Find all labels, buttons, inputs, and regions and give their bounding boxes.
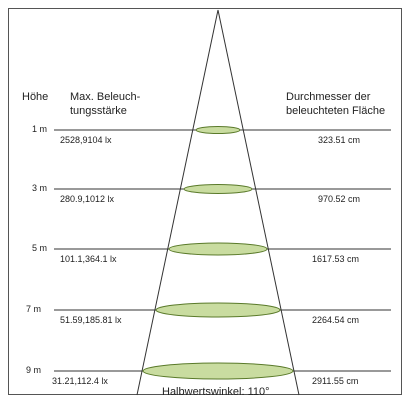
illuminance-value-5m: 101.1,364.1 lx <box>60 254 117 264</box>
cone-left-edge <box>136 9 219 396</box>
cone-right-edge <box>217 9 300 396</box>
height-label-3m: 3 m <box>32 183 48 193</box>
illuminance-value-3m: 280.9,1012 lx <box>60 194 115 204</box>
illuminance-header-line2: tungsstärke <box>70 105 127 117</box>
illuminance-value-7m: 51.59,185.81 lx <box>60 315 122 325</box>
light-area-7m <box>155 302 281 318</box>
diameter-header-line1: Durchmesser der <box>286 91 371 103</box>
light-area-9m <box>142 362 294 380</box>
diameter-value-7m: 2264.54 cm <box>312 315 360 325</box>
illuminance-value-9m: 31.21,112.4 lx <box>52 376 108 386</box>
illuminance-value-1m: 2528,9104 lx <box>60 135 112 145</box>
diagram-frame <box>8 8 402 395</box>
light-area-5m <box>168 242 268 256</box>
height-label-5m: 5 m <box>32 243 48 253</box>
beam-angle-label: Halbwertswinkel: 110° <box>162 386 270 398</box>
diameter-header-line2: beleuchteten Fläche <box>286 105 386 117</box>
height-label-7m: 7 m <box>26 304 42 314</box>
height-label-9m: 9 m <box>26 365 42 375</box>
height-header: Höhe <box>22 91 49 103</box>
illuminance-header-line1: Max. Beleuch- <box>70 91 141 103</box>
light-area-3m <box>183 184 253 194</box>
diameter-value-9m: 2911.55 cm <box>312 376 359 386</box>
height-label-1m: 1 m <box>32 124 48 134</box>
light-area-1m <box>195 126 241 134</box>
diameter-value-1m: 323.51 cm <box>318 135 361 145</box>
diameter-value-5m: 1617.53 cm <box>312 254 360 264</box>
diameter-value-3m: 970.52 cm <box>318 194 361 204</box>
